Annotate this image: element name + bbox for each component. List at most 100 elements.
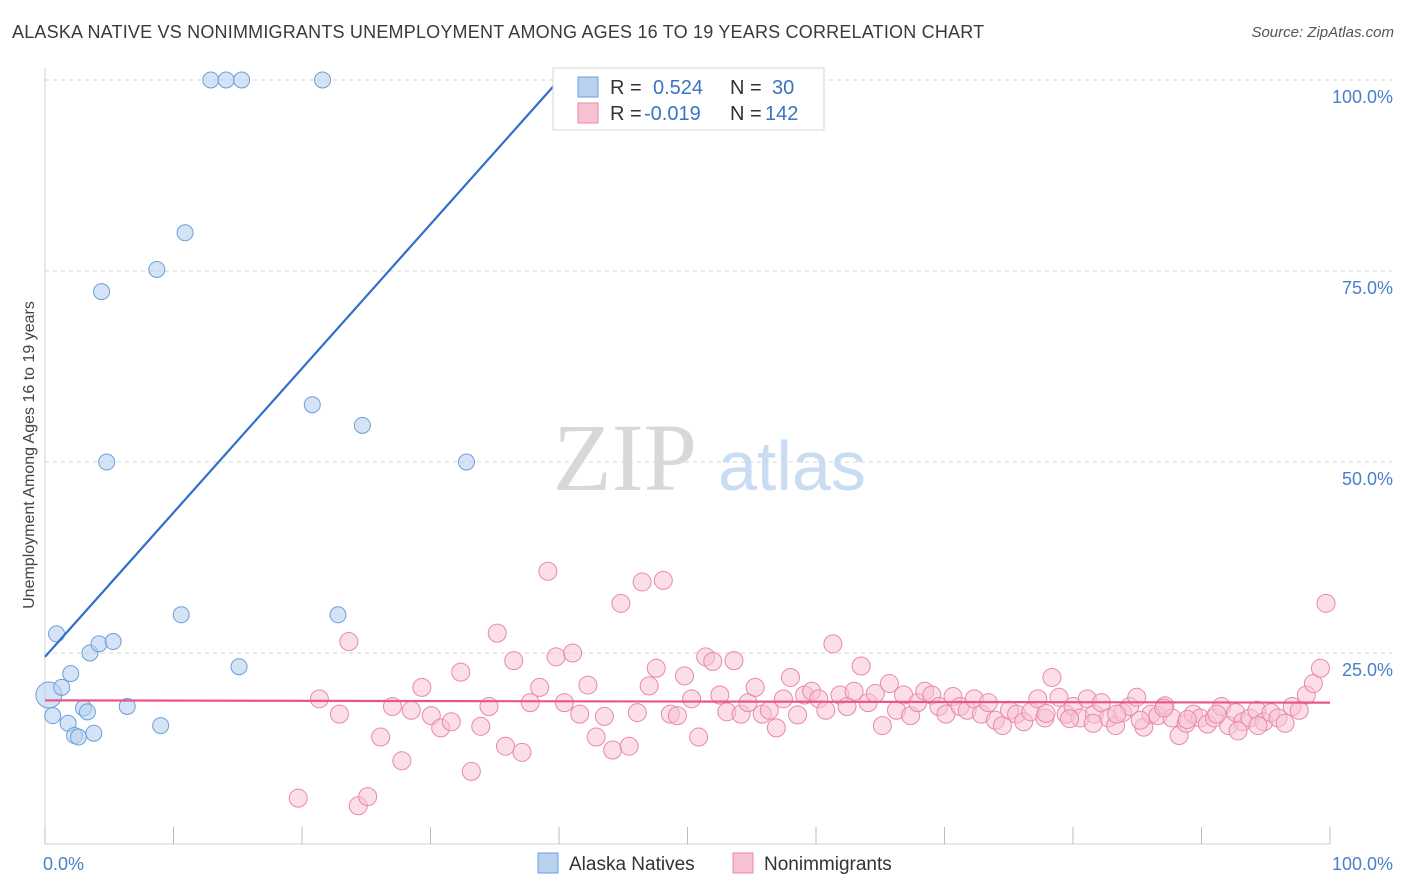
bottom-legend-alaska-label: Alaska Natives — [569, 854, 695, 875]
alaska-natives-trend-line — [44, 79, 560, 658]
nonimmigrants-point-16 — [471, 716, 491, 736]
legend-n-label-2: N = — [730, 103, 762, 125]
nonimmigrants-point-42 — [674, 666, 694, 686]
nonimmigrants-point-20 — [504, 651, 524, 671]
nonimmigrants-point-46 — [703, 651, 723, 671]
grid-lines — [45, 79, 1392, 654]
alaska-natives-points — [35, 71, 475, 746]
legend-n-label-1: N = — [730, 77, 762, 99]
legend-r-value-2: -0.019 — [644, 103, 701, 125]
source-label: Source: ZipAtlas.com — [1251, 24, 1394, 41]
nonimmigrants-point-138 — [1154, 698, 1174, 718]
nonimmigrants-point-33 — [611, 593, 631, 613]
nonimmigrants-point-67 — [851, 656, 871, 676]
alaska-natives-point-28 — [353, 416, 371, 434]
y-tick-label-1: 50.0% — [1342, 469, 1393, 489]
nonimmigrants-point-49 — [724, 651, 744, 671]
alaska-natives-point-16 — [118, 697, 136, 715]
nonimmigrants-point-94 — [1042, 667, 1062, 687]
nonimmigrants-point-13 — [441, 712, 461, 732]
legend-n-value-2: 142 — [765, 103, 798, 125]
nonimmigrants-point-1 — [309, 689, 329, 709]
nonimmigrants-point-26 — [554, 693, 574, 713]
nonimmigrants-point-127 — [1275, 713, 1295, 733]
nonimmigrants-point-58 — [788, 705, 808, 725]
nonimmigrants-point-14 — [451, 662, 471, 682]
alaska-natives-point-12 — [90, 635, 108, 653]
nonimmigrants-point-2 — [329, 704, 349, 724]
alaska-natives-point-26 — [314, 71, 332, 89]
chart-title: ALASKA NATIVE VS NONIMMIGRANTS UNEMPLOYM… — [12, 22, 985, 42]
correlation-legend: R = 0.524 N = 30 R = -0.019 N = 142 — [552, 67, 825, 131]
nonimmigrants-point-32 — [603, 740, 623, 760]
trend-lines — [44, 79, 1331, 704]
nonimmigrants-point-9 — [401, 700, 421, 720]
bottom-legend-swatch-nonimmigrants — [732, 852, 754, 874]
nonimmigrants-point-6 — [371, 727, 391, 747]
alaska-natives-point-15 — [104, 633, 122, 651]
bottom-legend-nonimmigrants-label: Nonimmigrants — [764, 854, 892, 875]
nonimmigrants-point-35 — [627, 703, 647, 723]
legend-swatch-nonimmigrants — [577, 102, 599, 124]
nonimmigrants-point-66 — [844, 681, 864, 701]
alaska-natives-point-22 — [217, 71, 235, 89]
nonimmigrants-point-38 — [646, 658, 666, 678]
tick-labels: 25.0% 50.0% 75.0% 100.0% 0.0% 100.0% — [43, 87, 1393, 874]
y-tick-label-0: 25.0% — [1342, 660, 1393, 680]
nonimmigrants-point-18 — [487, 623, 507, 643]
nonimmigrants-point-36 — [632, 572, 652, 592]
nonimmigrants-point-71 — [879, 674, 899, 694]
nonimmigrants-point-23 — [530, 677, 550, 697]
nonimmigrants-point-132 — [1310, 658, 1330, 678]
nonimmigrants-point-56 — [773, 689, 793, 709]
nonimmigrants-point-39 — [653, 570, 673, 590]
nonimmigrants-point-30 — [586, 727, 606, 747]
alaska-natives-point-3 — [53, 678, 71, 696]
bottom-legend: Alaska Natives Nonimmigrants — [537, 852, 892, 875]
nonimmigrants-point-29 — [578, 675, 598, 695]
nonimmigrants-point-8 — [392, 751, 412, 771]
x-tick-label-1: 100.0% — [1332, 854, 1393, 874]
nonimmigrants-point-70 — [872, 716, 892, 736]
nonimmigrants-point-133 — [1316, 593, 1336, 613]
legend-r-label-1: R = — [610, 77, 642, 99]
alaska-natives-point-20 — [176, 224, 194, 242]
nonimmigrants-point-136 — [1207, 704, 1227, 724]
alaska-natives-point-27 — [329, 606, 347, 624]
alaska-natives-point-24 — [230, 658, 248, 676]
nonimmigrants-point-34 — [619, 736, 639, 756]
nonimmigrants-point-27 — [563, 643, 583, 663]
alaska-natives-point-13 — [93, 283, 111, 301]
nonimmigrants-point-19 — [495, 736, 515, 756]
nonimmigrants-point-134 — [1248, 716, 1268, 736]
nonimmigrants-point-52 — [745, 677, 765, 697]
watermark-zip: ZIP — [553, 404, 697, 511]
nonimmigrants-point-25 — [546, 647, 566, 667]
nonimmigrants-point-141 — [1083, 713, 1103, 733]
y-tick-label-2: 75.0% — [1342, 278, 1393, 298]
alaska-natives-point-2 — [48, 625, 66, 643]
nonimmigrants-point-10 — [412, 677, 432, 697]
nonimmigrants-point-5 — [358, 787, 378, 807]
nonimmigrants-point-44 — [689, 727, 709, 747]
watermark: ZIP atlas — [553, 404, 866, 511]
alaska-natives-point-17 — [148, 260, 166, 278]
alaska-natives-point-7 — [69, 728, 87, 746]
alaska-natives-point-1 — [44, 707, 62, 725]
nonimmigrants-point-106 — [1127, 687, 1147, 707]
nonimmigrants-point-142 — [1060, 709, 1080, 729]
alaska-natives-point-11 — [85, 724, 103, 742]
nonimmigrants-point-31 — [594, 706, 614, 726]
nonimmigrants-point-143 — [1036, 703, 1056, 723]
alaska-natives-point-25 — [303, 396, 321, 414]
nonimmigrants-point-63 — [823, 634, 843, 654]
alaska-natives-point-18 — [152, 717, 170, 735]
nonimmigrants-trend-line — [44, 699, 1331, 704]
legend-r-label-2: R = — [610, 103, 642, 125]
nonimmigrants-point-28 — [570, 704, 590, 724]
nonimmigrants-point-22 — [520, 693, 540, 713]
legend-swatch-alaska — [577, 76, 599, 98]
nonimmigrants-point-43 — [682, 689, 702, 709]
alaska-natives-point-29 — [457, 453, 475, 471]
